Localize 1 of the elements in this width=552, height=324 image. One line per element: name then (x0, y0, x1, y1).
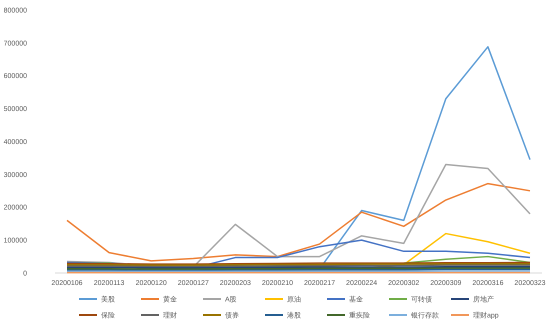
line-series (66, 182, 531, 262)
